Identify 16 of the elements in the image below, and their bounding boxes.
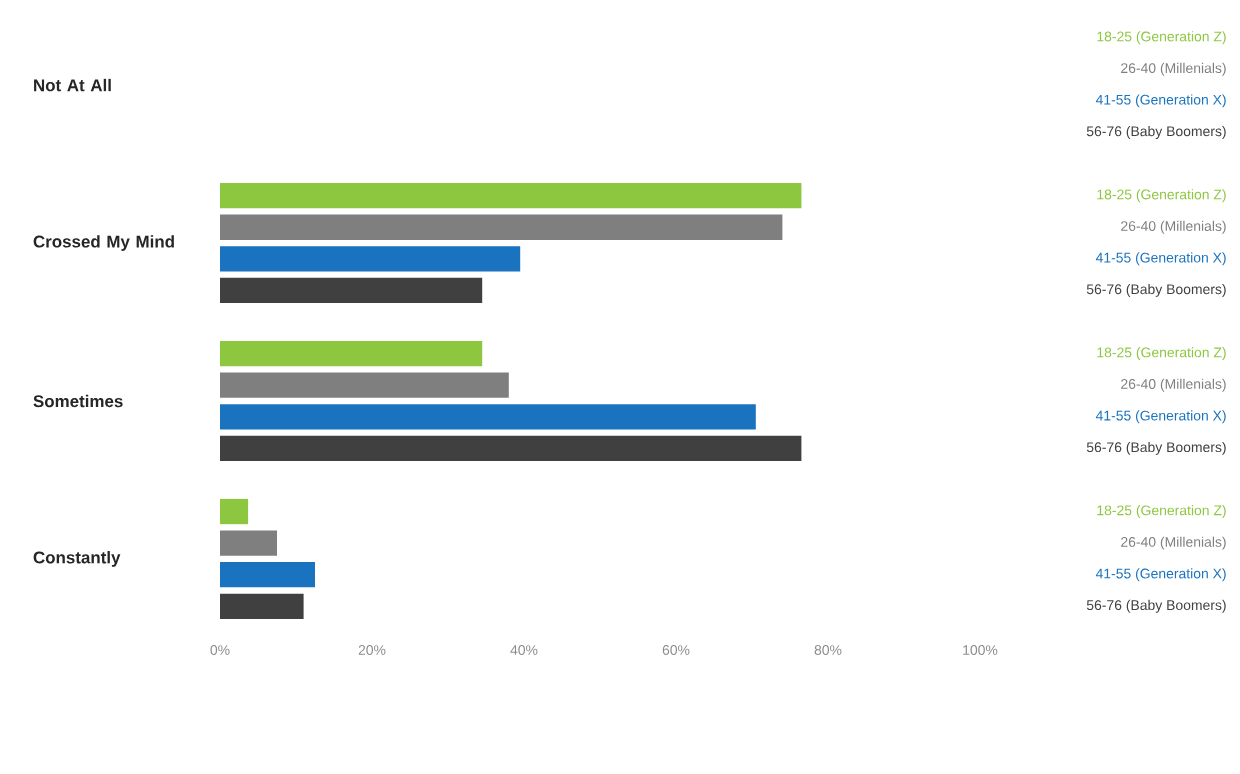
bar: [220, 214, 783, 240]
bar: [220, 435, 802, 461]
y-tick-label: Sometimes: [33, 394, 123, 408]
bar: [220, 404, 756, 430]
bar: [220, 183, 802, 209]
bar: [220, 372, 509, 398]
bar: [220, 498, 249, 525]
y-tick-label: Constantly: [33, 551, 121, 567]
bar: [220, 246, 521, 272]
bar: [220, 562, 315, 588]
bar: [220, 530, 277, 556]
bar: [220, 340, 483, 367]
y-tick-label: Not At All: [34, 78, 111, 92]
y-tick-label: Crossed My Mind: [33, 235, 174, 251]
bar: [220, 593, 304, 619]
bar: [220, 277, 483, 304]
